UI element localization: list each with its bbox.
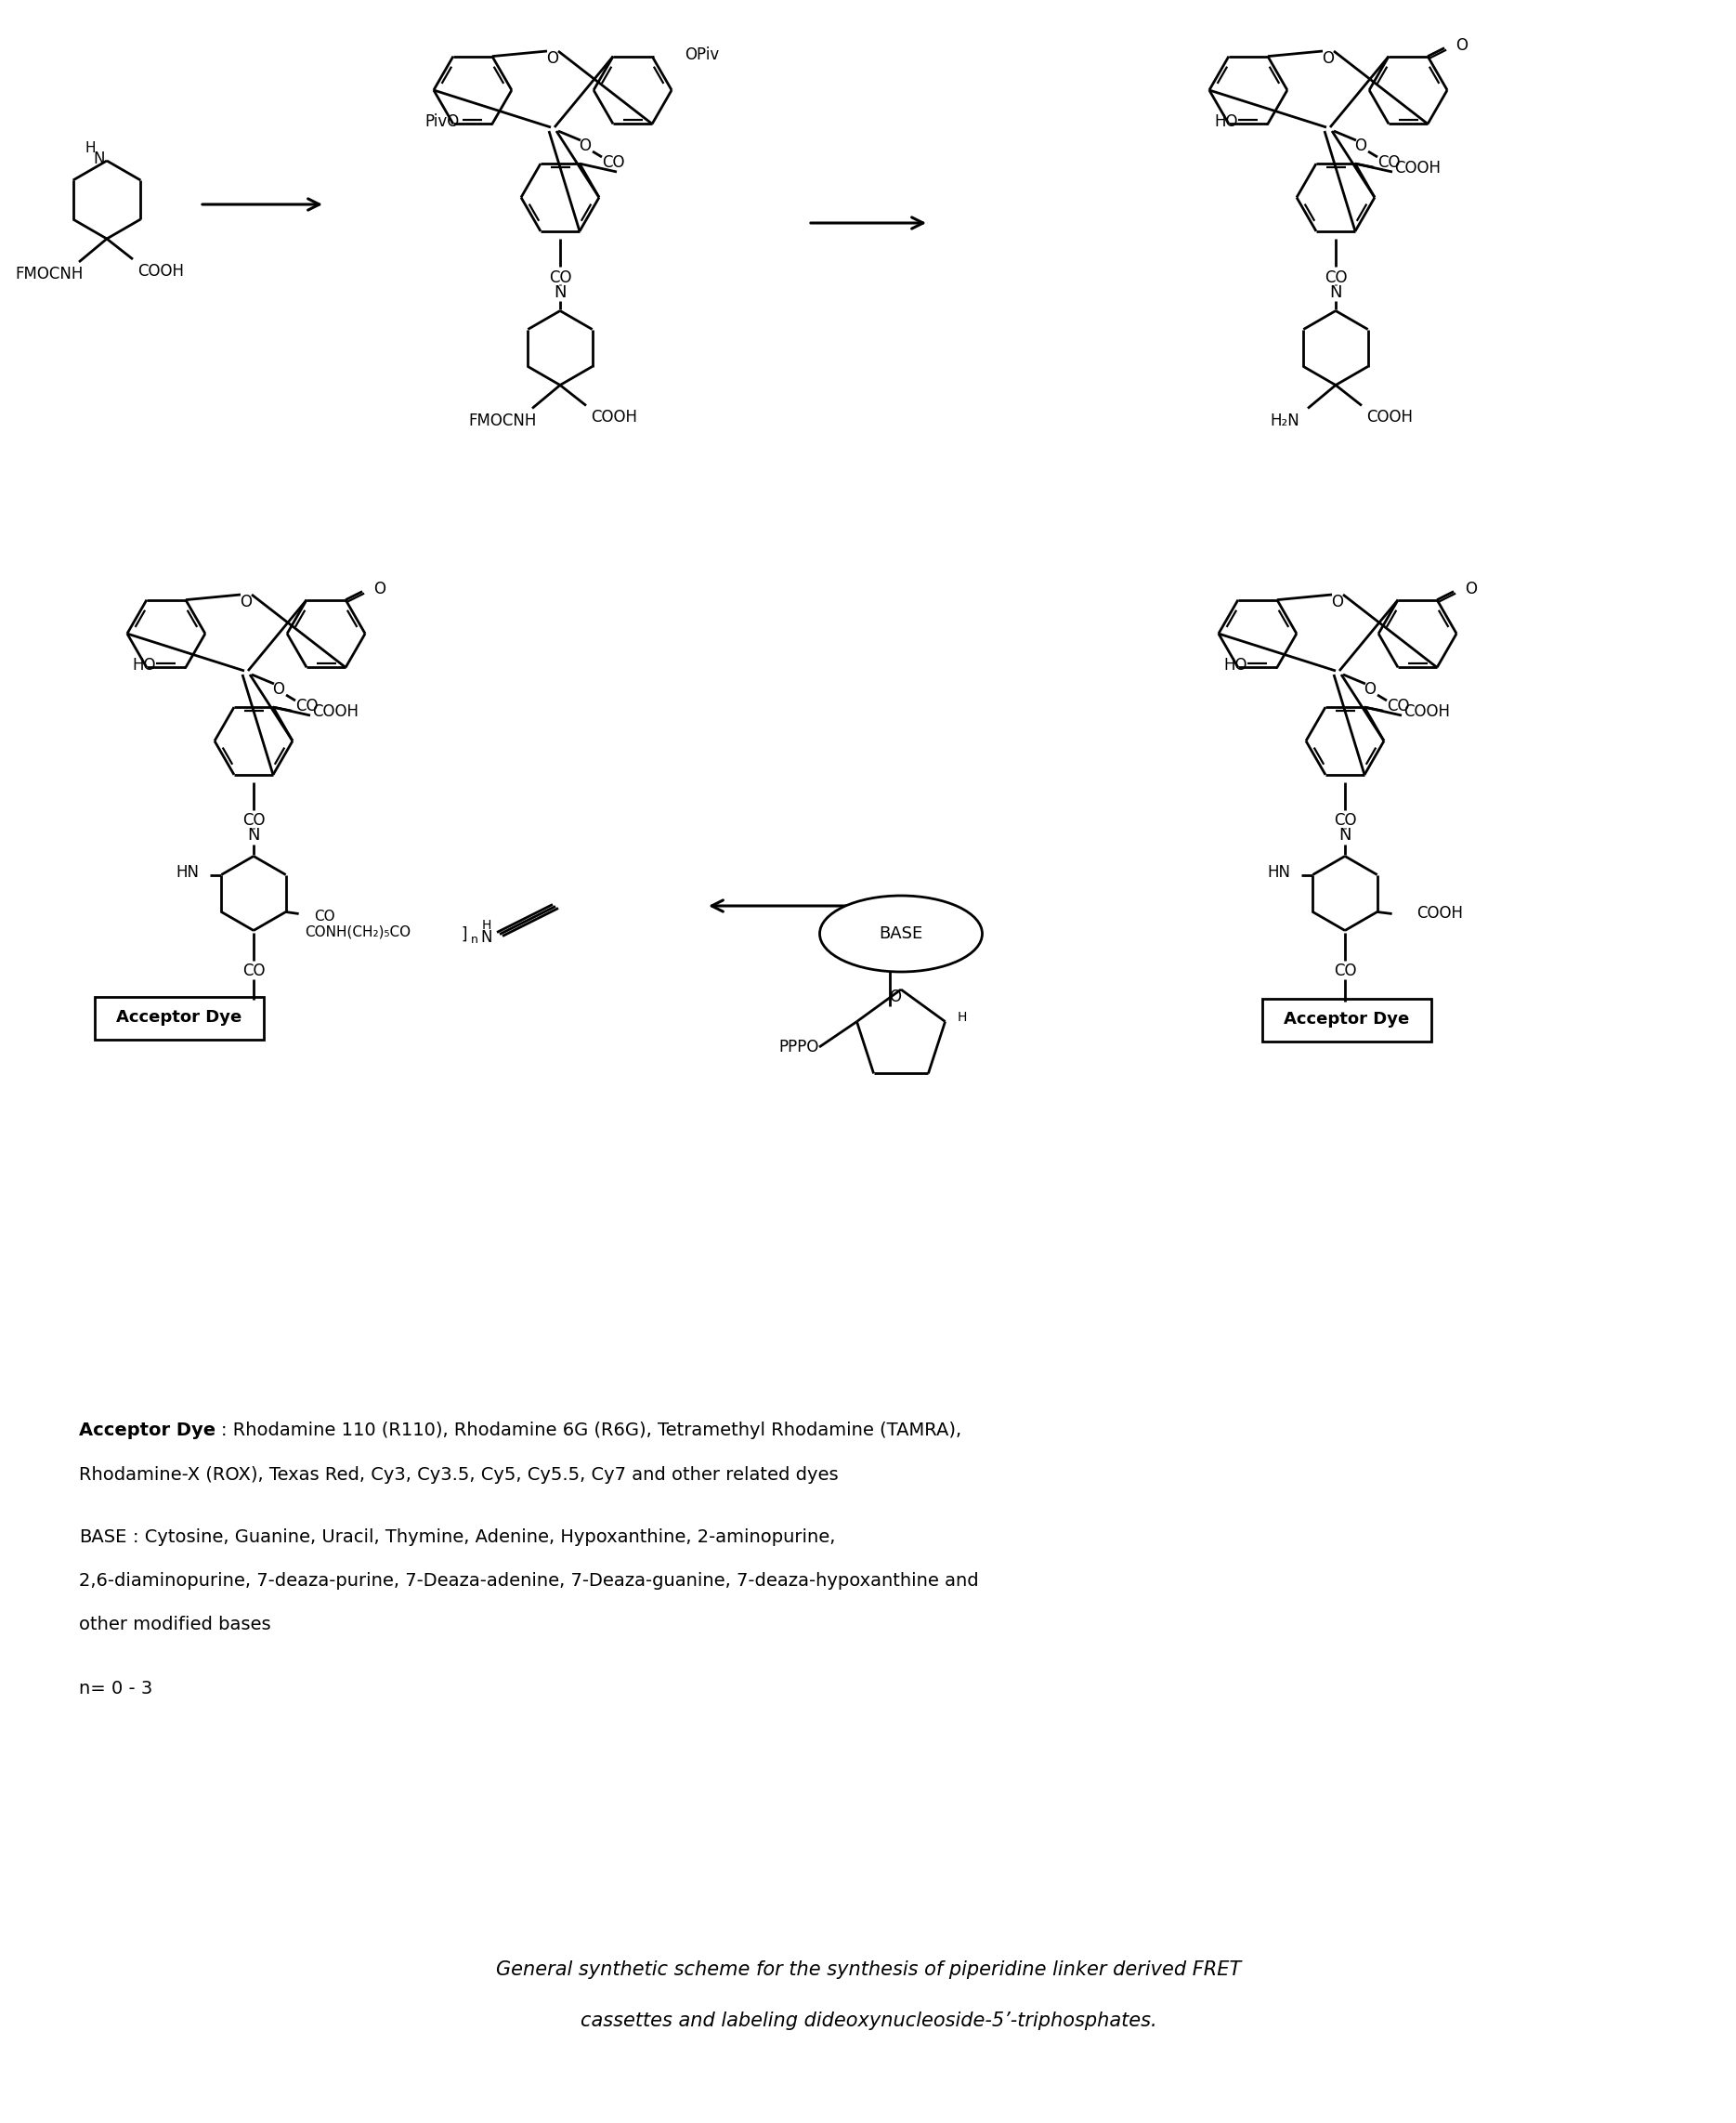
Text: O: O: [373, 580, 385, 597]
Text: HO: HO: [132, 658, 156, 673]
Text: n: n: [470, 934, 479, 947]
Text: CO: CO: [1333, 813, 1356, 830]
Text: O: O: [1364, 681, 1377, 698]
Text: O: O: [1465, 580, 1477, 597]
Text: CONH(CH₂)₅CO: CONH(CH₂)₅CO: [304, 926, 411, 938]
Text: CO: CO: [1325, 270, 1347, 287]
Text: COOH: COOH: [1417, 904, 1463, 921]
Text: COOH: COOH: [1403, 703, 1450, 720]
Text: n= 0 - 3: n= 0 - 3: [78, 1679, 153, 1698]
Text: Acceptor Dye: Acceptor Dye: [116, 1008, 241, 1025]
Text: CO: CO: [1387, 698, 1410, 715]
Text: COOH: COOH: [1366, 410, 1413, 427]
Text: : Cytosine, Guanine, Uracil, Thymine, Adenine, Hypoxanthine, 2-aminopurine,: : Cytosine, Guanine, Uracil, Thymine, Ad…: [134, 1529, 835, 1546]
Text: cassettes and labeling dideoxynucleoside-5’-triphosphates.: cassettes and labeling dideoxynucleoside…: [580, 2010, 1156, 2030]
Text: other modified bases: other modified bases: [78, 1616, 271, 1633]
Text: N: N: [94, 151, 106, 168]
Text: BASE: BASE: [878, 926, 924, 943]
Text: FMOCNH: FMOCNH: [469, 412, 536, 429]
Text: Rhodamine-X (ROX), Texas Red, Cy3, Cy3.5, Cy5, Cy5.5, Cy7 and other related dyes: Rhodamine-X (ROX), Texas Red, Cy3, Cy3.5…: [78, 1467, 838, 1484]
Text: COOH: COOH: [137, 263, 184, 280]
Text: O: O: [547, 51, 559, 68]
Text: HO: HO: [1224, 658, 1248, 673]
Text: CO: CO: [1333, 964, 1356, 979]
Text: O: O: [273, 681, 285, 698]
Text: O: O: [889, 989, 901, 1006]
Text: FMOCNH: FMOCNH: [16, 265, 83, 282]
Text: N: N: [554, 284, 566, 301]
FancyBboxPatch shape: [1262, 998, 1432, 1040]
Text: CO: CO: [602, 155, 625, 172]
Text: PivO: PivO: [425, 115, 460, 130]
Text: CO: CO: [549, 270, 571, 287]
Text: H: H: [957, 1011, 967, 1023]
Text: COOH: COOH: [590, 410, 637, 427]
Text: O: O: [240, 594, 252, 611]
Text: N: N: [1330, 284, 1342, 301]
Text: CO: CO: [1377, 155, 1399, 172]
Text: H₂N: H₂N: [1269, 412, 1299, 429]
Text: O: O: [1323, 51, 1335, 68]
Text: N: N: [481, 928, 493, 945]
Text: O: O: [580, 138, 592, 155]
Text: CO: CO: [295, 698, 318, 715]
FancyBboxPatch shape: [95, 996, 264, 1038]
Ellipse shape: [819, 896, 983, 972]
Text: O: O: [1332, 594, 1344, 611]
Text: BASE: BASE: [78, 1529, 127, 1546]
Text: Acceptor Dye: Acceptor Dye: [1285, 1011, 1410, 1028]
Text: N: N: [1338, 828, 1351, 845]
Text: COOH: COOH: [312, 703, 359, 720]
Text: N: N: [247, 828, 260, 845]
Text: ]: ]: [462, 926, 467, 943]
Text: : Rhodamine 110 (R110), Rhodamine 6G (R6G), Tetramethyl Rhodamine (TAMRA),: : Rhodamine 110 (R110), Rhodamine 6G (R6…: [220, 1422, 962, 1439]
Text: HO: HO: [1215, 115, 1238, 130]
Text: OPiv: OPiv: [684, 47, 719, 64]
Text: CO: CO: [314, 909, 335, 924]
Text: 2,6-diaminopurine, 7-deaza-purine, 7-Deaza-adenine, 7-Deaza-guanine, 7-deaza-hyp: 2,6-diaminopurine, 7-deaza-purine, 7-Dea…: [78, 1571, 979, 1590]
Text: H: H: [483, 919, 491, 932]
Text: Acceptor Dye: Acceptor Dye: [78, 1422, 215, 1439]
Text: CO: CO: [243, 964, 266, 979]
Text: PPPO: PPPO: [779, 1038, 819, 1055]
Text: O: O: [1455, 36, 1467, 53]
Text: O: O: [1354, 138, 1366, 155]
Text: CO: CO: [243, 813, 266, 830]
Text: H: H: [85, 140, 95, 155]
Text: HN: HN: [1267, 864, 1290, 881]
Text: General synthetic scheme for the synthesis of piperidine linker derived FRET: General synthetic scheme for the synthes…: [496, 1960, 1241, 1979]
Text: HN: HN: [175, 864, 200, 881]
Text: COOH: COOH: [1394, 159, 1441, 176]
